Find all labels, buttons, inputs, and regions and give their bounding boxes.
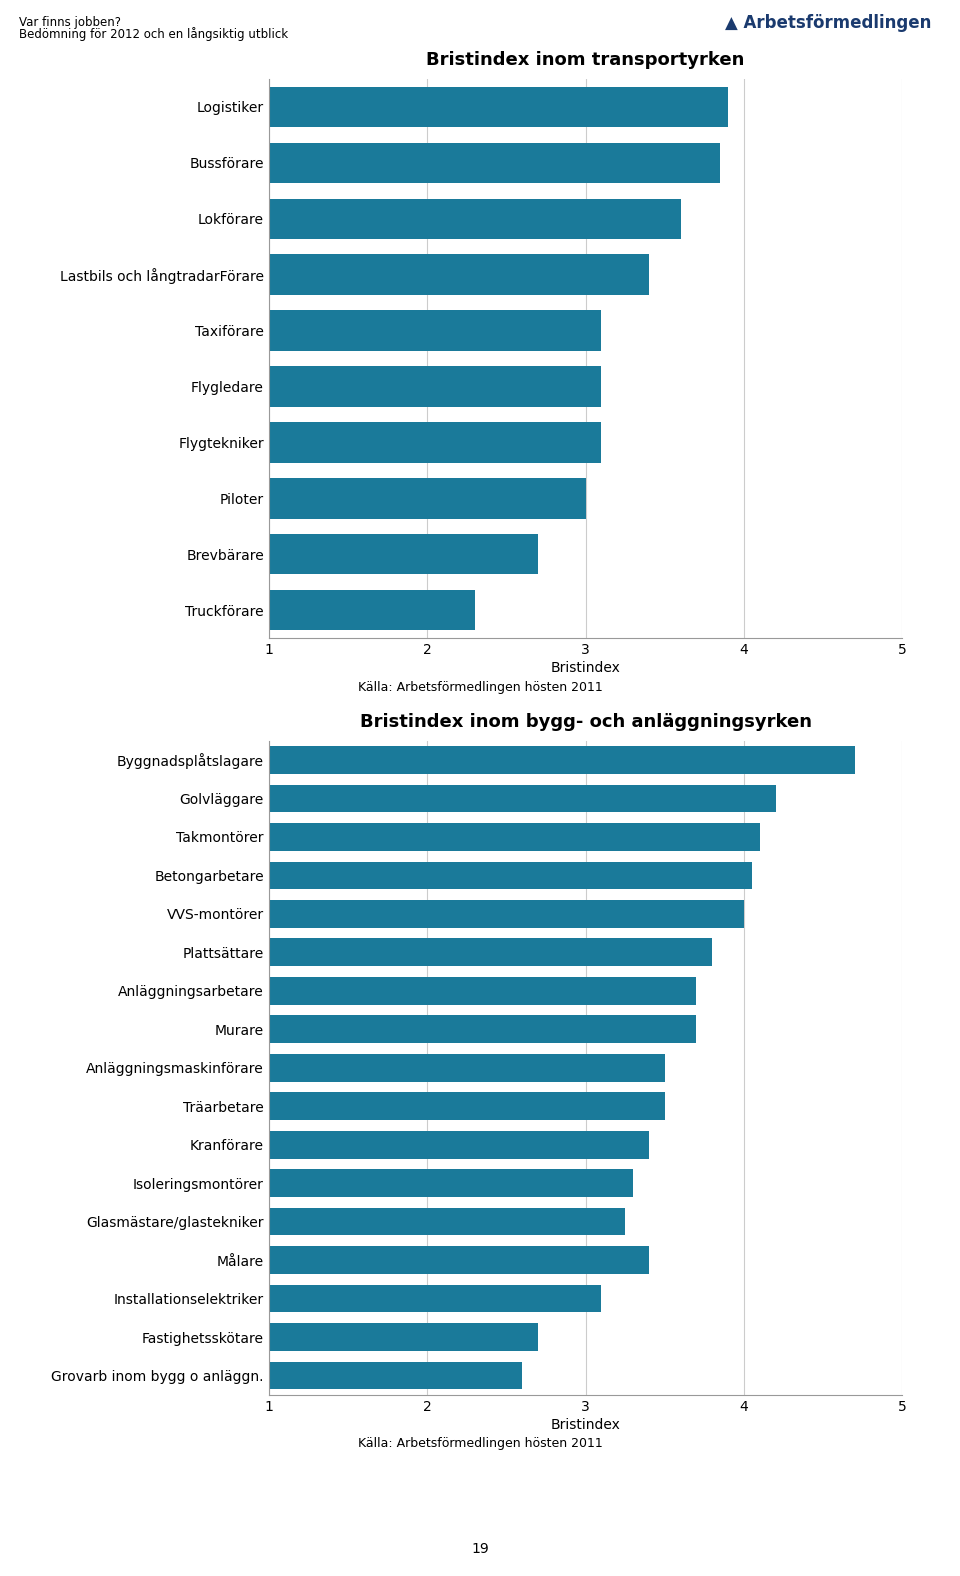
Bar bbox=[269, 1247, 649, 1273]
Bar bbox=[269, 745, 855, 774]
Text: 19: 19 bbox=[471, 1541, 489, 1556]
Bar bbox=[269, 142, 720, 183]
Title: Bristindex inom transportyrken: Bristindex inom transportyrken bbox=[426, 50, 745, 69]
Bar bbox=[269, 310, 601, 351]
Bar bbox=[269, 1054, 665, 1081]
Text: Källa: Arbetsförmedlingen hösten 2011: Källa: Arbetsförmedlingen hösten 2011 bbox=[358, 681, 602, 693]
Bar bbox=[269, 1362, 522, 1390]
Bar bbox=[269, 589, 474, 630]
X-axis label: Bristindex: Bristindex bbox=[551, 662, 620, 675]
Bar bbox=[269, 1169, 634, 1198]
Bar bbox=[269, 823, 760, 851]
Bar bbox=[269, 199, 681, 240]
Bar bbox=[269, 1324, 539, 1351]
Bar bbox=[269, 977, 697, 1004]
Bar bbox=[269, 534, 539, 575]
Bar bbox=[269, 422, 601, 463]
Bar bbox=[269, 478, 586, 519]
Bar bbox=[269, 938, 712, 966]
Bar bbox=[269, 254, 649, 295]
Title: Bristindex inom bygg- och anläggningsyrken: Bristindex inom bygg- och anläggningsyrk… bbox=[360, 712, 811, 731]
Text: Bedömning för 2012 och en långsiktig utblick: Bedömning för 2012 och en långsiktig utb… bbox=[19, 27, 288, 41]
Bar bbox=[269, 862, 752, 889]
Text: Källa: Arbetsförmedlingen hösten 2011: Källa: Arbetsförmedlingen hösten 2011 bbox=[358, 1437, 602, 1450]
Bar bbox=[269, 1284, 601, 1313]
X-axis label: Bristindex: Bristindex bbox=[551, 1418, 620, 1431]
Bar bbox=[269, 87, 729, 128]
Bar bbox=[269, 900, 744, 928]
Text: ▲ Arbetsförmedlingen: ▲ Arbetsförmedlingen bbox=[725, 14, 931, 32]
Bar bbox=[269, 1132, 649, 1158]
Bar bbox=[269, 1207, 625, 1236]
Bar bbox=[269, 785, 776, 812]
Bar bbox=[269, 366, 601, 407]
Bar bbox=[269, 1015, 697, 1043]
Bar bbox=[269, 1092, 665, 1121]
Text: Var finns jobben?: Var finns jobben? bbox=[19, 16, 121, 28]
